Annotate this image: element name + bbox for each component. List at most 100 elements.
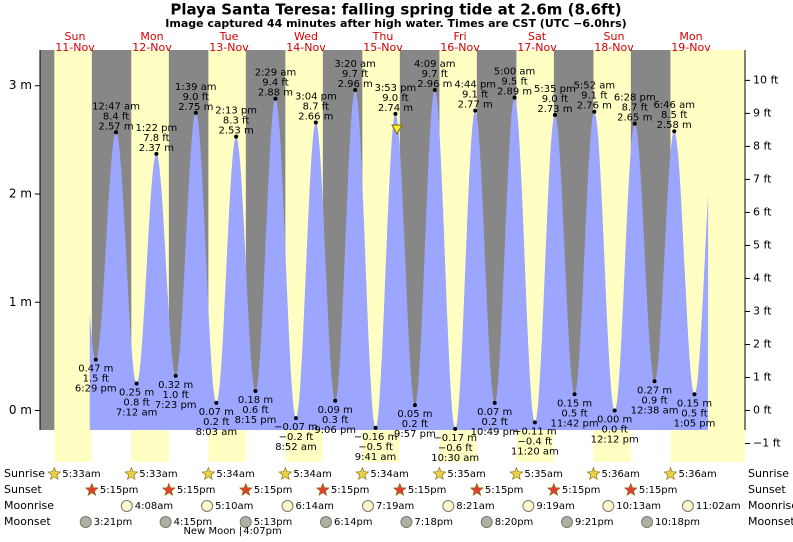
extreme-label: 0.15 m	[557, 398, 592, 409]
extreme-label: 2.88 m	[258, 88, 293, 99]
sunrise-icon	[278, 466, 293, 480]
sunrise-time: 5:33am	[139, 469, 177, 480]
moonset-icon	[319, 516, 332, 528]
extreme-label: 1.0 ft	[163, 390, 189, 401]
date-label: 17-Nov	[517, 41, 557, 54]
sunrise-icon	[586, 466, 601, 480]
sunset-icon	[161, 482, 176, 496]
moonrise-icon	[522, 500, 535, 512]
extreme-label: 1:05 pm	[674, 418, 716, 429]
sunset-time: 5:15pm	[562, 485, 601, 496]
moonset-icon	[239, 516, 252, 528]
y2-tick-label: 7 ft	[753, 172, 772, 185]
moonrise-time: 7:19am	[376, 501, 414, 512]
date-label: 15-Nov	[363, 41, 403, 54]
row-label: Sunset	[748, 483, 786, 496]
sunrise-time: 5:33am	[62, 469, 100, 480]
sunset-icon	[469, 482, 484, 496]
date-label: 13-Nov	[209, 41, 249, 54]
extreme-label: 2.37 m	[139, 143, 174, 154]
extreme-label: 7:23 pm	[155, 400, 197, 411]
sunrise-icon	[47, 466, 62, 480]
extreme-dot	[293, 416, 298, 421]
daylight-band	[54, 50, 92, 462]
extreme-label: 3:20 am	[334, 59, 376, 70]
date-label: 12-Nov	[132, 41, 172, 54]
extreme-label: 0.47 m	[78, 364, 113, 375]
weekday-label: Sun	[604, 30, 625, 43]
extreme-dot	[532, 420, 537, 425]
extreme-dot	[672, 129, 677, 134]
extreme-label: 8.7 ft	[303, 102, 329, 113]
moonset-time: 10:18pm	[655, 517, 700, 528]
extreme-label: 2.76 m	[577, 101, 612, 112]
y2-tick-label: 5 ft	[753, 238, 772, 251]
extreme-label: 2.66 m	[298, 112, 333, 123]
y-tick-label: 0 m	[9, 403, 32, 417]
moonset-icon	[79, 516, 92, 528]
sunset-icon	[315, 482, 330, 496]
weekday-label: Wed	[294, 30, 318, 43]
extreme-label: 0.5 ft	[681, 408, 707, 419]
y2-tick-label: 1 ft	[753, 371, 772, 384]
extreme-label: 6:28 pm	[614, 93, 656, 104]
extreme-label: 9.0 ft	[382, 93, 408, 104]
sunrise-icon	[124, 466, 139, 480]
moonrise-time: 9:19am	[536, 501, 574, 512]
chart-title: Playa Santa Teresa: falling spring tide …	[170, 1, 621, 19]
extreme-dot	[93, 357, 98, 362]
sunrise-icon	[201, 466, 216, 480]
extreme-label: 2:13 pm	[215, 106, 257, 117]
moonset-time: 9:21pm	[575, 517, 614, 528]
moonset-icon	[480, 516, 493, 528]
extreme-label: 0.00 m	[597, 415, 632, 426]
row-label: Sunrise	[4, 467, 45, 480]
sunset-time: 5:15pm	[100, 485, 139, 496]
extreme-dot	[412, 403, 417, 408]
extreme-dot	[473, 108, 478, 113]
moonrise-icon	[361, 500, 374, 512]
extreme-label: 0.2 ft	[482, 417, 508, 428]
sunrise-icon	[355, 466, 370, 480]
moonrise-icon	[681, 500, 694, 512]
extreme-label: −0.11 m	[513, 426, 557, 437]
moonset-time: 3:21pm	[94, 517, 133, 528]
moonset-time: 7:18pm	[414, 517, 453, 528]
moonrise-time: 6:14am	[295, 501, 333, 512]
extreme-dot	[552, 112, 557, 117]
extreme-dot	[234, 134, 239, 139]
extreme-dot	[393, 111, 398, 116]
sunrise-time: 5:35am	[524, 469, 562, 480]
extreme-label: 2.89 m	[497, 87, 532, 98]
extreme-label: 0.25 m	[119, 387, 154, 398]
moonrise-icon	[602, 500, 615, 512]
y2-tick-label: 4 ft	[753, 271, 772, 284]
extreme-label: 2.73 m	[537, 104, 572, 115]
sunset-icon	[546, 482, 561, 496]
extreme-dot	[512, 95, 517, 100]
extreme-dot	[114, 130, 119, 135]
extreme-label: 9.7 ft	[342, 69, 368, 80]
moonrise-time: 11:02am	[696, 501, 741, 512]
extreme-label: 8:03 am	[196, 427, 238, 438]
sunrise-time: 5:36am	[678, 469, 716, 480]
extreme-dot	[652, 379, 657, 384]
extreme-label: 9.1 ft	[462, 90, 488, 101]
extreme-label: 1:22 pm	[136, 123, 178, 134]
extreme-label: 5:00 am	[494, 67, 536, 78]
row-label: Sunset	[4, 483, 42, 496]
moonrise-time: 5:10am	[215, 501, 253, 512]
row-label: Moonrise	[748, 499, 793, 512]
y-tick-label: 1 m	[9, 295, 32, 309]
moon-phase-time: 4:07pm	[243, 526, 282, 537]
extreme-dot	[572, 392, 577, 397]
extreme-label: 10:49 pm	[471, 427, 519, 438]
moonrise-icon	[281, 500, 294, 512]
weekday-label: Tue	[219, 30, 239, 43]
moonset-icon	[560, 516, 573, 528]
tide-area	[89, 90, 709, 430]
extreme-label: 9.0 ft	[542, 94, 568, 105]
extreme-label: 9:41 am	[355, 452, 397, 463]
extreme-dot	[134, 381, 139, 386]
extreme-label: 11:42 pm	[550, 418, 598, 429]
